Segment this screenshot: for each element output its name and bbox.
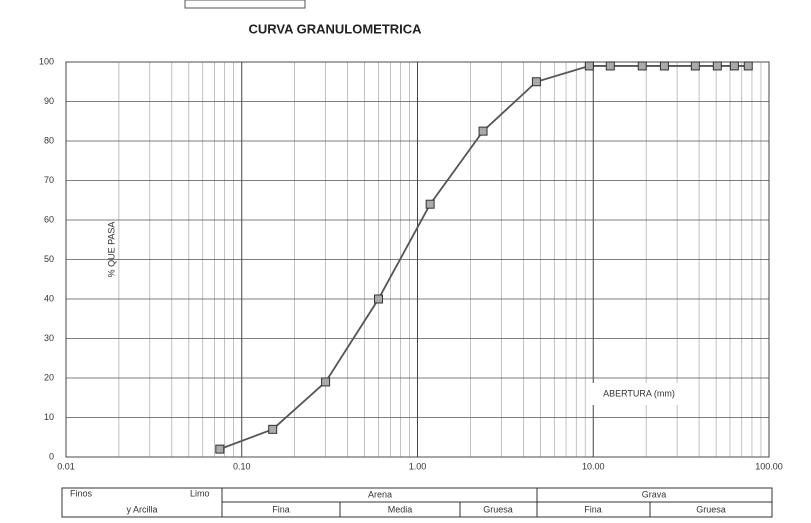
table-cell: Gruesa xyxy=(696,504,726,514)
data-point xyxy=(268,424,278,434)
x-tick-label: 1.00 xyxy=(409,461,427,471)
data-point xyxy=(584,61,594,71)
data-point xyxy=(374,294,384,304)
table-cell: Fina xyxy=(272,504,290,514)
x-tick-label: 0.10 xyxy=(233,461,251,471)
y-tick-label: 100 xyxy=(39,56,54,66)
y-tick-label: 40 xyxy=(44,293,54,303)
table-cell: Fina xyxy=(584,504,602,514)
classification-table: Finos Limo y Arcilla Arena Fina Media Gr… xyxy=(61,487,773,518)
table-cell: Finos xyxy=(70,488,93,498)
y-tick-label: 0 xyxy=(49,451,54,461)
header-box xyxy=(184,0,306,9)
chart-title: CURVA GRANULOMETRICA xyxy=(248,21,422,36)
data-point xyxy=(743,61,753,71)
data-point xyxy=(729,61,739,71)
x-axis-label: ABERTURA (mm) xyxy=(603,388,675,398)
data-point xyxy=(690,61,700,71)
table-cell: Media xyxy=(388,504,413,514)
y-tick-label: 60 xyxy=(44,214,54,224)
y-tick-label: 80 xyxy=(44,135,54,145)
y-axis-label: % QUE PASA xyxy=(106,222,116,278)
x-tick-label: 100.00 xyxy=(755,461,783,471)
data-point xyxy=(605,61,615,71)
table-cell: Arena xyxy=(368,489,392,499)
y-tick-label: 10 xyxy=(44,412,54,422)
data-point xyxy=(215,444,225,454)
y-tick-label: 20 xyxy=(44,372,54,382)
data-point xyxy=(321,377,331,387)
data-point xyxy=(531,77,541,87)
data-point xyxy=(478,126,488,136)
table-cell: Grava xyxy=(642,489,667,499)
y-tick-label: 50 xyxy=(44,254,54,264)
y-tick-label: 30 xyxy=(44,333,54,343)
data-point xyxy=(425,199,435,209)
table-cell: y Arcilla xyxy=(126,504,157,514)
x-tick-label: 0.01 xyxy=(57,461,75,471)
x-label-box xyxy=(588,383,690,405)
x-tick-label: 10.00 xyxy=(582,461,605,471)
y-tick-label: 70 xyxy=(44,175,54,185)
table-cell: Limo xyxy=(190,488,210,498)
y-tick-label: 90 xyxy=(44,96,54,106)
data-point xyxy=(712,61,722,71)
data-point xyxy=(637,61,647,71)
data-point xyxy=(659,61,669,71)
table-cell: Gruesa xyxy=(483,504,513,514)
